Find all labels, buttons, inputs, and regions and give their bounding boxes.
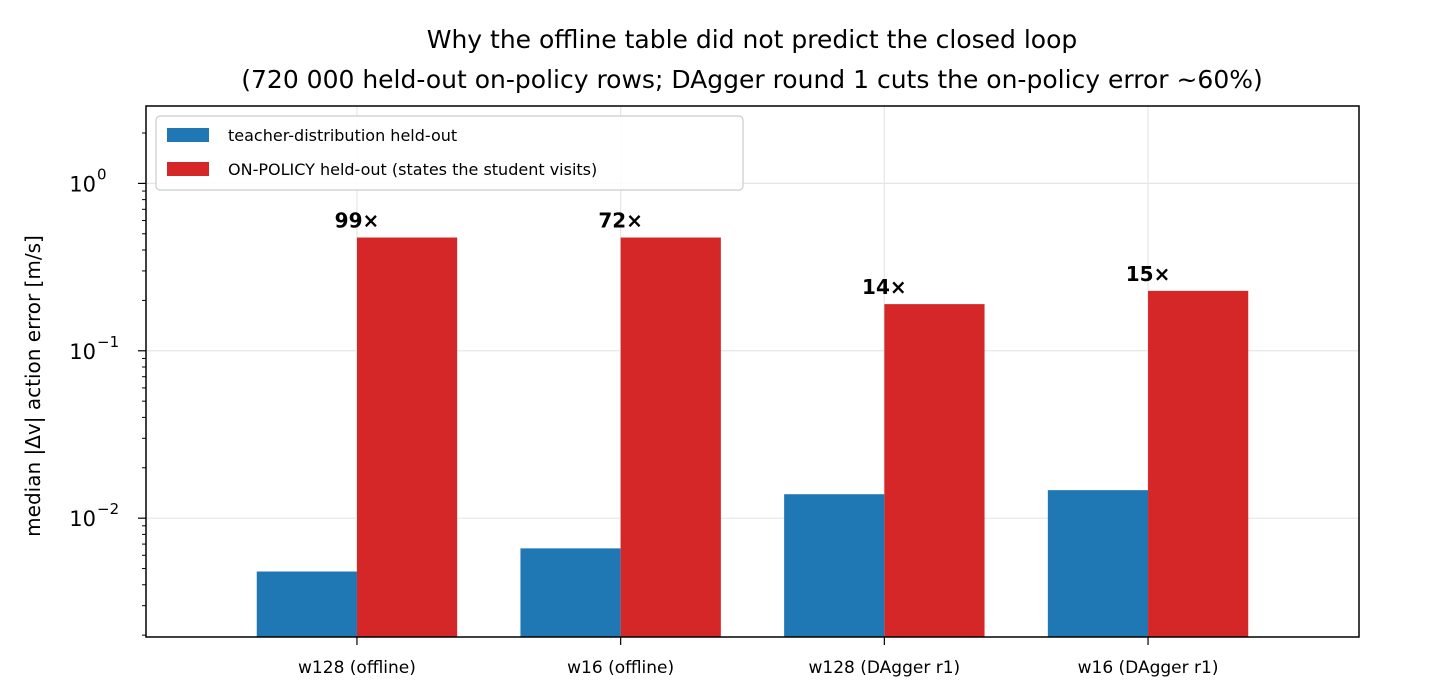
bars (256, 237, 1249, 638)
bar-teacher-distribution (784, 494, 885, 637)
y-tick-exponent: −2 (97, 500, 119, 518)
legend[interactable]: teacher-distribution held-out ON-POLICY h… (155, 115, 744, 191)
y-tick-exponent: 0 (97, 165, 107, 183)
bar-on-policy (620, 237, 721, 638)
y-tick-label: 10 (69, 340, 96, 364)
bar-on-policy (884, 304, 985, 637)
ratio-label: 15× (1126, 262, 1171, 286)
y-tick-exponent: −1 (97, 333, 119, 351)
bar-teacher-distribution (1047, 490, 1149, 637)
y-axis-label: median |Δv| action error [m/s] (21, 235, 45, 537)
y-tick-label: 10 (69, 172, 96, 196)
legend-swatch (167, 162, 209, 176)
ratio-label: 14× (862, 275, 907, 299)
legend-box (155, 115, 744, 191)
x-tick-label: w128 (offline) (298, 658, 416, 678)
x-tick-label: w16 (DAgger r1) (1078, 658, 1219, 678)
x-tick-label: w16 (offline) (567, 658, 674, 678)
bar-teacher-distribution (520, 548, 621, 637)
y-tick-label: 10 (69, 507, 96, 531)
x-tick-label: w128 (DAgger r1) (809, 658, 961, 678)
plot-frame (145, 105, 1360, 638)
bar-on-policy (1148, 290, 1249, 637)
legend-label: teacher-distribution held-out (228, 126, 457, 145)
chart-subtitle: (720 000 held-out on-policy rows; DAgger… (241, 65, 1262, 94)
bar-on-policy (356, 237, 458, 638)
chart-title: Why the offline table did not predict th… (427, 25, 1078, 54)
legend-label: ON-POLICY held-out (states the student v… (228, 160, 597, 179)
bar-teacher-distribution (256, 571, 357, 637)
legend-swatch (167, 128, 209, 142)
ratio-label: 72× (598, 209, 643, 233)
ratio-label: 99× (335, 209, 380, 233)
ratio-annotations: 99× 72× 14× 15× (335, 209, 1171, 300)
